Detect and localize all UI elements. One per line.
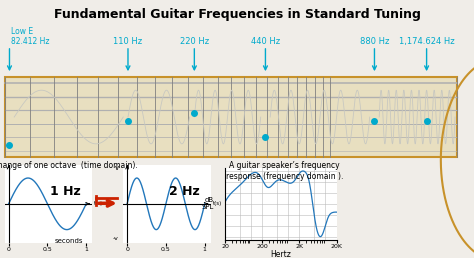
Text: t(s): t(s) xyxy=(94,201,103,206)
Text: 1,174.624 Hz: 1,174.624 Hz xyxy=(399,37,455,46)
Text: 2 Hz: 2 Hz xyxy=(169,184,200,198)
Text: 110 Hz: 110 Hz xyxy=(113,37,143,46)
Text: 220 Hz: 220 Hz xyxy=(180,37,209,46)
Text: A guitar speaker’s frequency
response (frequency domain ).: A guitar speaker’s frequency response (f… xyxy=(226,161,343,181)
Text: A change of one octave  (time domain).: A change of one octave (time domain). xyxy=(0,161,137,170)
Text: Fundamental Guitar Frequencies in Standard Tuning: Fundamental Guitar Frequencies in Standa… xyxy=(54,8,420,21)
Text: Low E
82.412 Hz: Low E 82.412 Hz xyxy=(11,27,49,46)
Text: 880 Hz: 880 Hz xyxy=(360,37,389,46)
FancyBboxPatch shape xyxy=(5,77,457,157)
Text: dB
SPL: dB SPL xyxy=(201,197,214,210)
Text: -v: -v xyxy=(113,236,119,241)
Text: v: v xyxy=(115,165,119,171)
X-axis label: Hertz: Hertz xyxy=(270,251,292,258)
Text: t(s): t(s) xyxy=(212,201,222,206)
Text: seconds: seconds xyxy=(55,238,83,244)
Text: 440 Hz: 440 Hz xyxy=(251,37,280,46)
Text: 1 Hz: 1 Hz xyxy=(50,184,81,198)
